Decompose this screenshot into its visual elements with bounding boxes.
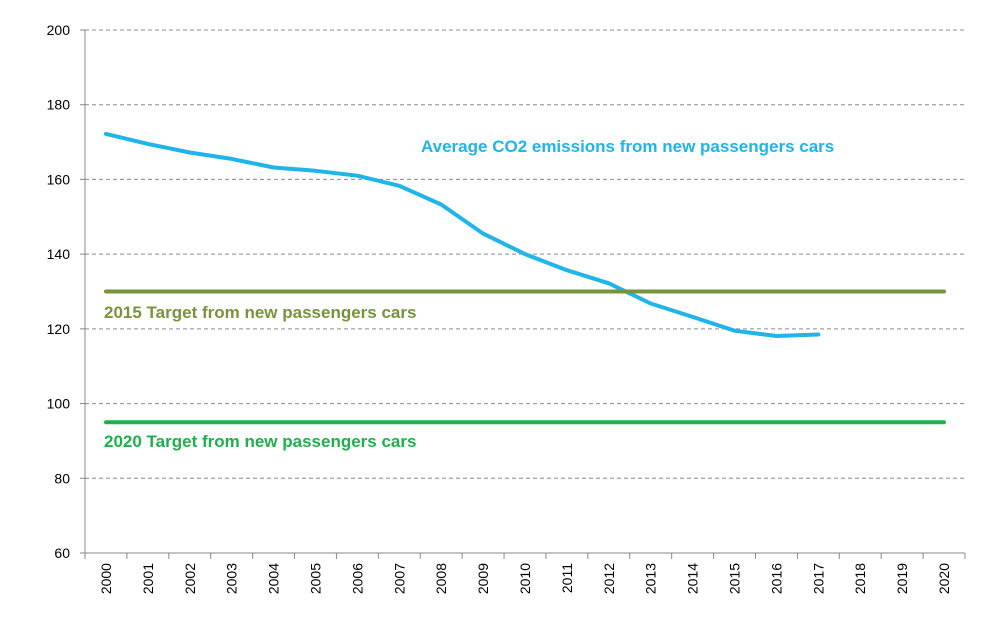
y-tick-label-120: 120 — [47, 321, 71, 337]
x-tick-label-2018: 2018 — [852, 563, 868, 594]
x-tick-label-2013: 2013 — [643, 563, 659, 594]
x-tick-label-2005: 2005 — [307, 563, 323, 594]
x-tick-labels: 2000 2001 2002 2003 2004 2005 2006 2007 2008 2009… — [98, 563, 952, 594]
x-tick-label-2014: 2014 — [685, 563, 701, 594]
x-tick-label-2009: 2009 — [475, 563, 491, 594]
y-tick-labels: 60 80 100 120 140 160 180 200 — [47, 22, 71, 561]
y-tick-label-60: 60 — [54, 545, 70, 561]
x-tick-label-2001: 2001 — [140, 563, 156, 594]
gridlines — [80, 29, 966, 559]
y-tick-label-200: 200 — [47, 22, 71, 38]
x-tick-label-2000: 2000 — [98, 563, 114, 594]
series-line-0 — [104, 131, 821, 338]
x-tick-label-2015: 2015 — [727, 563, 743, 594]
x-tick-label-2003: 2003 — [224, 563, 240, 594]
y-tick-label-140: 140 — [47, 246, 71, 262]
axes — [84, 30, 965, 554]
avg-co2-series-label: Average CO2 emissions from new passenger… — [421, 137, 834, 156]
y-tick-label-160: 160 — [47, 171, 71, 187]
x-tick-label-2019: 2019 — [894, 563, 910, 594]
x-tick-label-2002: 2002 — [182, 563, 198, 594]
series-annotations: Average CO2 emissions from new passenger… — [104, 137, 834, 451]
x-tick-label-2011: 2011 — [559, 563, 575, 593]
series-lines — [104, 131, 946, 425]
y-tick-label-180: 180 — [47, 97, 71, 113]
x-tick-label-2016: 2016 — [768, 563, 784, 594]
x-tick-label-2017: 2017 — [810, 563, 826, 594]
x-tick-label-2004: 2004 — [266, 563, 282, 594]
x-tick-label-2012: 2012 — [601, 563, 617, 594]
target-2020-series-label: 2020 Target from new passengers cars — [104, 432, 416, 451]
x-tick-label-2007: 2007 — [391, 563, 407, 594]
x-tick-label-2020: 2020 — [936, 563, 952, 594]
target-2015-series-label: 2015 Target from new passengers cars — [104, 303, 416, 322]
x-tick-label-2008: 2008 — [433, 563, 449, 594]
x-tick-label-2010: 2010 — [517, 563, 533, 594]
y-tick-label-80: 80 — [54, 470, 70, 486]
x-tick-label-2006: 2006 — [349, 563, 365, 594]
y-tick-label-100: 100 — [47, 396, 71, 412]
